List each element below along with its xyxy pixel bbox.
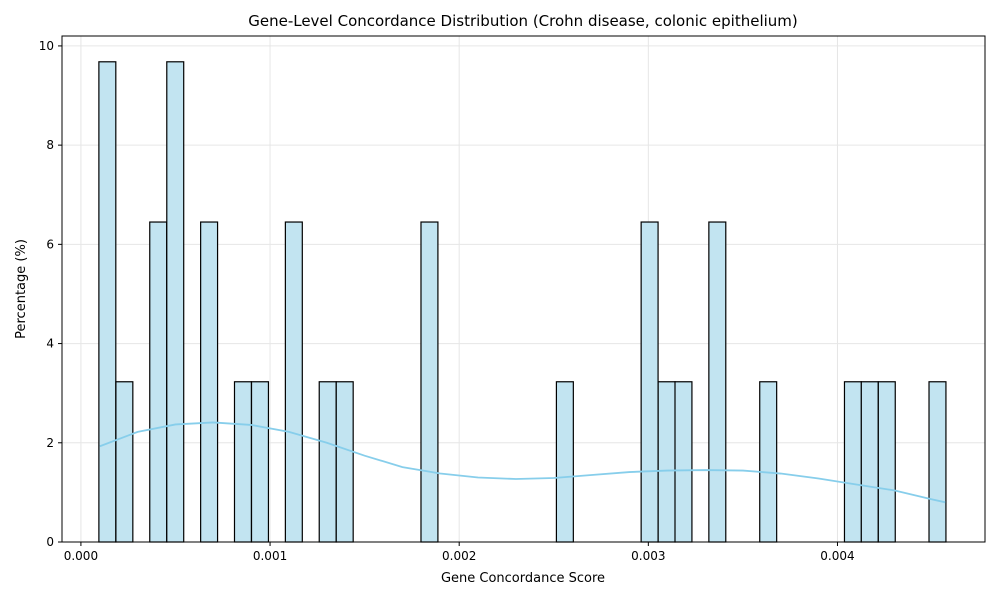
histogram-bar: [318, 381, 337, 543]
x-tick-label: 0.002: [442, 549, 476, 563]
y-axis-label: Percentage (%): [14, 239, 29, 339]
y-axis-ticks: 0 2 4 6 8 10: [39, 39, 62, 549]
chart-title: Gene-Level Concordance Distribution (Cro…: [248, 12, 798, 30]
histogram-bar: [708, 221, 727, 543]
histogram-bar: [98, 61, 117, 543]
histogram-bar: [877, 381, 896, 543]
histogram-bar: [759, 381, 778, 543]
histogram-bar: [149, 221, 168, 543]
y-tick-label: 10: [39, 39, 54, 53]
plot-frame: [61, 35, 986, 543]
histogram-bar: [115, 381, 134, 543]
y-tick-label: 0: [46, 535, 54, 549]
y-tick-label: 2: [46, 436, 54, 450]
histogram-bar: [928, 381, 947, 543]
histogram-bar: [640, 221, 659, 543]
histogram-bar: [657, 381, 676, 543]
x-tick-label: 0.004: [820, 549, 854, 563]
x-tick-label: 0.000: [64, 549, 98, 563]
y-tick-label: 6: [46, 237, 54, 251]
histogram-bar: [233, 381, 253, 543]
bars: [98, 61, 947, 543]
histogram-bar: [555, 381, 574, 543]
kde-curve: [99, 421, 946, 504]
histogram-bar: [843, 381, 862, 543]
histogram-bar: [335, 381, 354, 543]
x-tick-label: 0.001: [253, 549, 287, 563]
y-tick-label: 8: [46, 138, 54, 152]
x-axis-label: Gene Concordance Score: [441, 571, 605, 586]
histogram-bar: [166, 61, 185, 543]
x-axis-ticks: 0.000 0.001 0.002 0.003 0.004: [64, 542, 855, 563]
kde: [99, 421, 946, 504]
histogram-bar: [250, 381, 270, 543]
histogram-bar: [420, 221, 439, 543]
y-tick-label: 4: [46, 337, 54, 351]
x-tick-label: 0.003: [631, 549, 665, 563]
histogram-bar: [860, 381, 879, 543]
histogram-bar: [674, 381, 693, 543]
histogram-bar: [200, 221, 219, 543]
histogram-bar: [284, 221, 303, 543]
